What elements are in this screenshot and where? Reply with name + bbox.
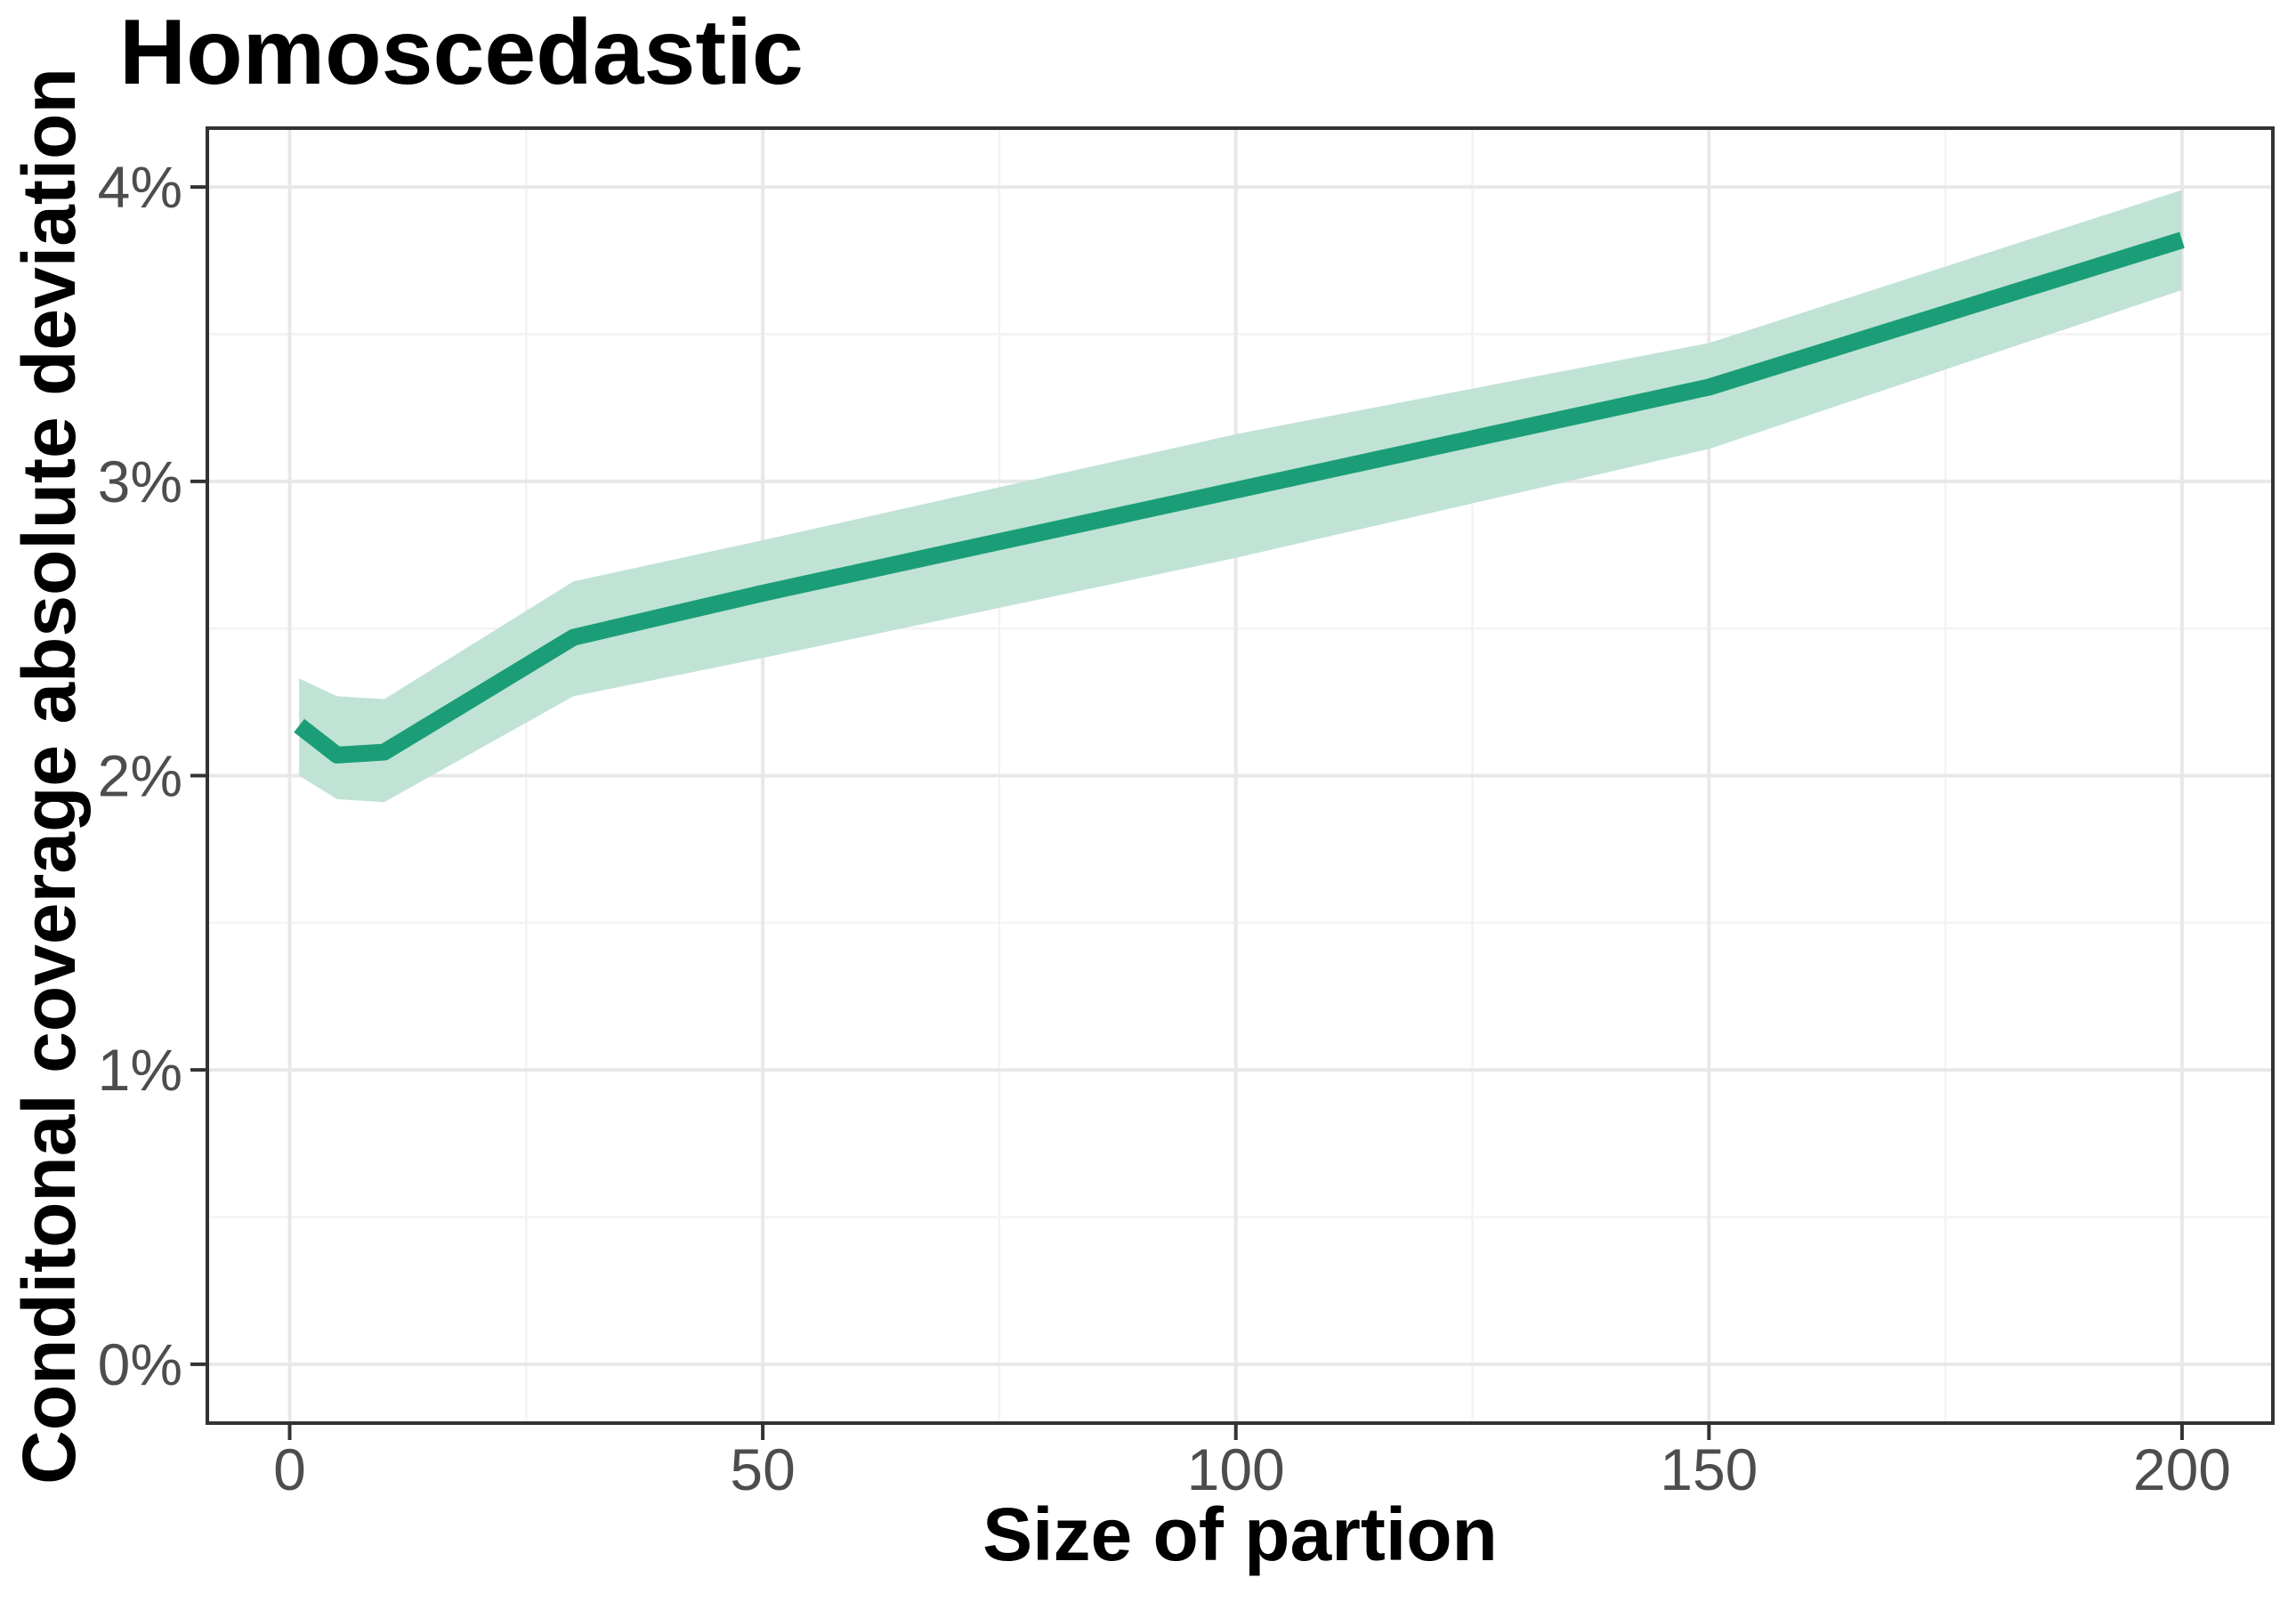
y-tick-label: 2%	[98, 743, 182, 809]
mean-line	[294, 231, 2185, 764]
x-axis-title: Size of partion	[982, 1493, 1498, 1576]
x-tick-label: 200	[2133, 1436, 2231, 1502]
y-tick-label: 1%	[98, 1037, 182, 1103]
chart-title: Homoscedastic	[119, 1, 804, 104]
x-tick-label: 50	[730, 1436, 795, 1502]
y-tick-label: 3%	[98, 449, 182, 514]
y-tick-label: 4%	[98, 154, 182, 220]
panel-border	[206, 126, 2275, 1425]
x-tick-label: 100	[1187, 1436, 1285, 1502]
x-tick-label: 150	[1660, 1436, 1758, 1502]
x-tick-label: 0	[273, 1436, 306, 1502]
y-tick-label: 0%	[98, 1331, 182, 1397]
